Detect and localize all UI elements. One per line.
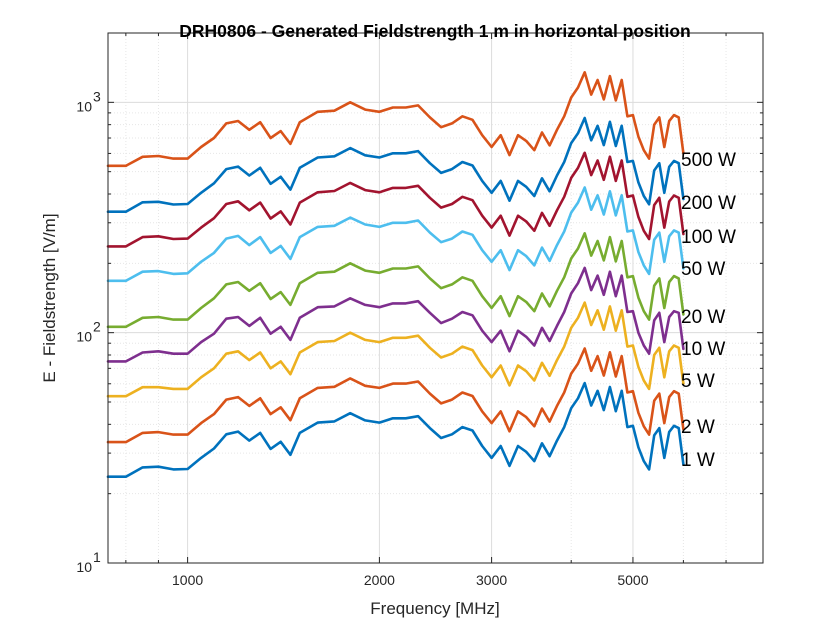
- series-label-500w: 500 W: [681, 150, 736, 171]
- series-line-500w: [106, 71, 685, 168]
- series-line-200w: [106, 116, 685, 213]
- series-label-1w: 1 W: [681, 450, 715, 471]
- series-label-2w: 2 W: [681, 417, 715, 438]
- series-line-2w: [106, 347, 685, 444]
- x-axis-label: Frequency [MHz]: [370, 599, 499, 618]
- series-line-20w: [106, 232, 685, 329]
- series-line-100w: [106, 151, 685, 248]
- y-tick-label: 10: [76, 329, 92, 345]
- series-line-5w: [106, 301, 685, 398]
- x-tick-label: 5000: [617, 572, 648, 588]
- chart-title: DRH0806 - Generated Fieldstrength 1 m in…: [179, 21, 690, 41]
- series-labels: 500 W 200 W 100 W 50 W 20 W 10 W 5 W 2 W 1 W: [681, 150, 736, 471]
- y-tick-label: 10: [76, 98, 92, 114]
- x-tick-labels: 1000 2000 3000 5000: [172, 572, 649, 588]
- series-line-50w: [106, 186, 685, 283]
- series-line-10w: [106, 266, 685, 363]
- y-tick-label-exponent: 1: [93, 549, 101, 565]
- series-label-50w: 50 W: [681, 259, 725, 280]
- plot-area-border: [107, 32, 764, 564]
- x-tick-label: 2000: [364, 572, 395, 588]
- series-label-20w: 20 W: [681, 307, 725, 328]
- y-tick-label-exponent: 3: [93, 88, 101, 104]
- y-axis-label: E - Fieldstrength [V/m]: [40, 213, 59, 382]
- series-line-1w: [106, 381, 685, 479]
- series-label-10w: 10 W: [681, 339, 725, 360]
- x-tick-label: 1000: [172, 572, 203, 588]
- series-label-200w: 200 W: [681, 193, 736, 214]
- y-tick-label-exponent: 2: [93, 319, 101, 335]
- series-label-5w: 5 W: [681, 371, 715, 392]
- y-tick-label: 10: [76, 559, 92, 575]
- ticks: [108, 32, 764, 564]
- x-tick-label: 3000: [476, 572, 507, 588]
- series-label-100w: 100 W: [681, 227, 736, 248]
- series-lines: [106, 71, 685, 479]
